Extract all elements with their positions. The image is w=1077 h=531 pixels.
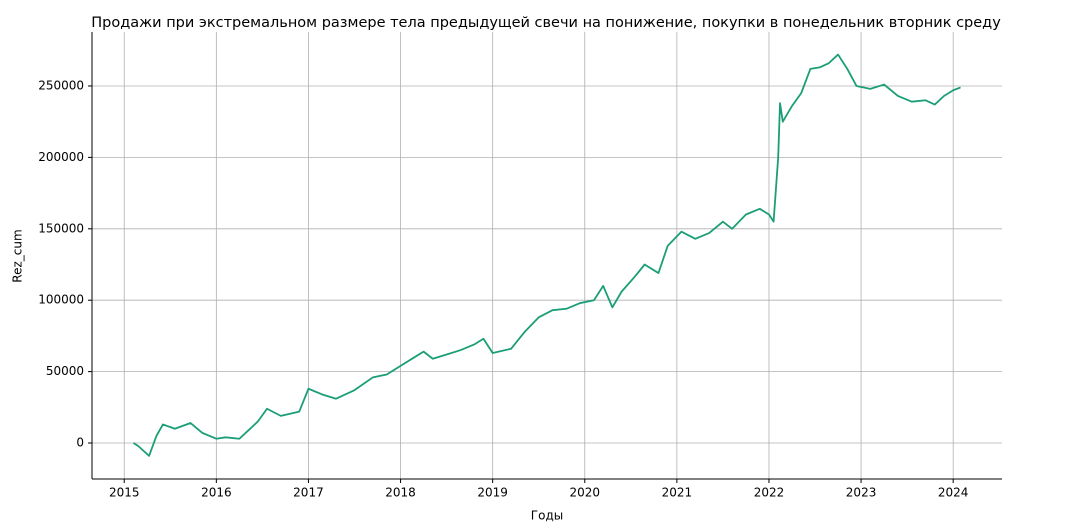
x-tick-label: 2020 [569, 486, 600, 500]
chart-title: Продажи при экстремальном размере тела п… [91, 15, 1001, 31]
y-tick-label: 100000 [38, 293, 84, 307]
y-tick-label: 0 [76, 436, 84, 450]
y-axis-label: Rez_cum [11, 229, 25, 282]
x-tick-label: 2018 [385, 486, 416, 500]
y-tick-label: 250000 [38, 78, 84, 92]
x-tick-label: 2024 [938, 486, 969, 500]
y-tick-label: 150000 [38, 221, 84, 235]
x-tick-label: 2019 [477, 486, 508, 500]
x-tick-label: 2023 [846, 486, 877, 500]
x-axis-label: Годы [531, 509, 563, 523]
y-tick-label: 200000 [38, 150, 84, 164]
x-tick-label: 2021 [662, 486, 693, 500]
x-tick-label: 2015 [109, 486, 140, 500]
x-tick-label: 2022 [754, 486, 785, 500]
data-line [132, 53, 961, 457]
x-tick-label: 2016 [201, 486, 232, 500]
x-tick-label: 2017 [293, 486, 324, 500]
y-tick-label: 50000 [46, 364, 84, 378]
